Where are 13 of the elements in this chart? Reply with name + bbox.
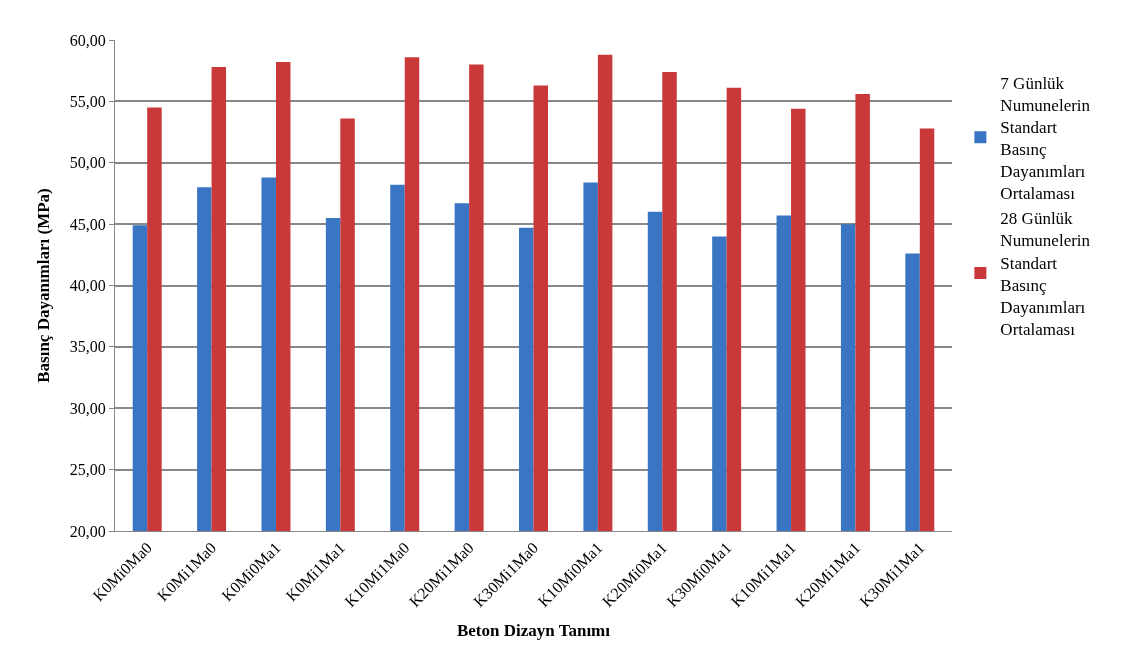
y-tick-label: 20,00 — [69, 522, 106, 540]
y-tick-label: 40,00 — [69, 277, 106, 295]
y-tick-label: 35,00 — [69, 338, 106, 356]
x-axis-title: Beton Dizayn Tanımı — [456, 621, 611, 641]
y-tick-label: 25,00 — [69, 461, 106, 479]
y-axis-title: Basınç Dayanımları (MPa) — [34, 188, 54, 383]
y-tick-label: 45,00 — [69, 215, 106, 233]
y-tick-label: 55,00 — [69, 92, 106, 110]
legend-label: 7 Günlük Numunelerin Standart Basınç Dayanımları Ortalaması — [1000, 73, 1091, 204]
y-tick-label: 30,00 — [69, 399, 106, 417]
legend-label: 28 Günlük Numunelerin Standart Basınç Dayanımları Ortalaması — [1000, 209, 1091, 339]
y-tick-label: 50,00 — [69, 154, 106, 172]
y-tick-label: 60,00 — [69, 31, 106, 49]
